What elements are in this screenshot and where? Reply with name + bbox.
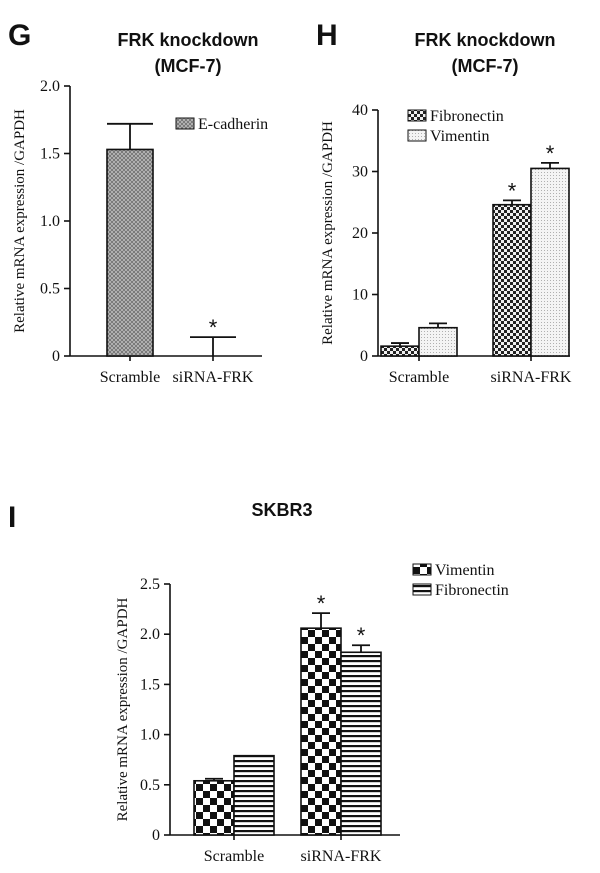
panel-letter: I [8, 501, 16, 534]
y-axis-label: Relative mRNA expression /GAPDH [320, 121, 336, 345]
legend-label: E-cadherin [198, 116, 268, 133]
bar-fibronectin-0 [233, 754, 275, 836]
y-tick-label: 0.5 [140, 777, 160, 794]
bar-vimentin-1 [530, 167, 570, 357]
legend-label: Fibronectin [430, 108, 504, 125]
y-tick-label: 1.0 [40, 213, 60, 230]
y-axis-label: Relative mRNA expression /GAPDH [12, 109, 28, 333]
y-tick-label: 0.5 [40, 281, 60, 298]
legend-label: Vimentin [435, 562, 494, 579]
panel-letter: G [8, 19, 31, 52]
chart-title: FRK knockdown [117, 30, 258, 50]
bar-fibronectin-1 [492, 203, 532, 357]
significance-star: * [357, 623, 366, 648]
legend-label: Fibronectin [435, 582, 509, 599]
bar-vimentin-1 [300, 627, 342, 836]
x-tick-label: siRNA-FRK [491, 369, 572, 386]
y-tick-label: 2.5 [140, 576, 160, 593]
legend-swatch [412, 583, 432, 596]
y-tick-label: 0 [360, 348, 368, 365]
significance-star: * [508, 178, 517, 203]
y-tick-label: 1.5 [140, 676, 160, 693]
significance-star: * [317, 591, 326, 616]
y-tick-label: 0 [52, 348, 60, 365]
x-tick-label: siRNA-FRK [173, 369, 254, 386]
bar-vimentin-0 [193, 779, 235, 836]
chart-title: (MCF-7) [452, 56, 519, 76]
legend-swatch [175, 117, 195, 130]
chart-panel-g: G FRK knockdown (MCF-7) 0 0.5 1.0 1.5 2.0 Relati… [8, 19, 268, 386]
y-tick-label: 2.0 [40, 78, 60, 95]
y-tick-label: 1.0 [140, 727, 160, 744]
bar-fibronectin-1 [340, 651, 382, 836]
y-tick-label: 2.0 [140, 626, 160, 643]
y-tick-label: 40 [352, 102, 368, 119]
y-tick-label: 10 [352, 287, 368, 304]
y-axis-label: Relative mRNA expression /GAPDH [115, 597, 131, 821]
bar-e-cadherin-0 [106, 148, 154, 357]
significance-star: * [209, 315, 218, 340]
significance-star: * [546, 141, 555, 166]
chart-panel-i: I SKBR3 0 0.5 1.0 1.5 2.0 2.5 Relative mRNA expr… [8, 500, 509, 865]
legend-swatch [412, 563, 432, 576]
chart-panel-h: H FRK knockdown (MCF-7) 0 10 20 30 40 Relative m… [316, 19, 572, 386]
legend-swatch [407, 129, 427, 142]
panel-letter: H [316, 19, 338, 52]
bar-fibronectin-0 [380, 345, 420, 357]
y-tick-label: 1.5 [40, 146, 60, 163]
y-tick-label: 0 [152, 827, 160, 844]
chart-title: SKBR3 [251, 500, 312, 520]
y-tick-label: 30 [352, 164, 368, 181]
legend-swatch [407, 109, 427, 122]
chart-title: FRK knockdown [414, 30, 555, 50]
x-tick-label: Scramble [204, 848, 264, 865]
legend-label: Vimentin [430, 128, 489, 145]
bar-vimentin-0 [418, 326, 458, 357]
x-tick-label: Scramble [389, 369, 449, 386]
x-tick-label: Scramble [100, 369, 160, 386]
y-tick-label: 20 [352, 225, 368, 242]
chart-title: (MCF-7) [155, 56, 222, 76]
x-tick-label: siRNA-FRK [301, 848, 382, 865]
